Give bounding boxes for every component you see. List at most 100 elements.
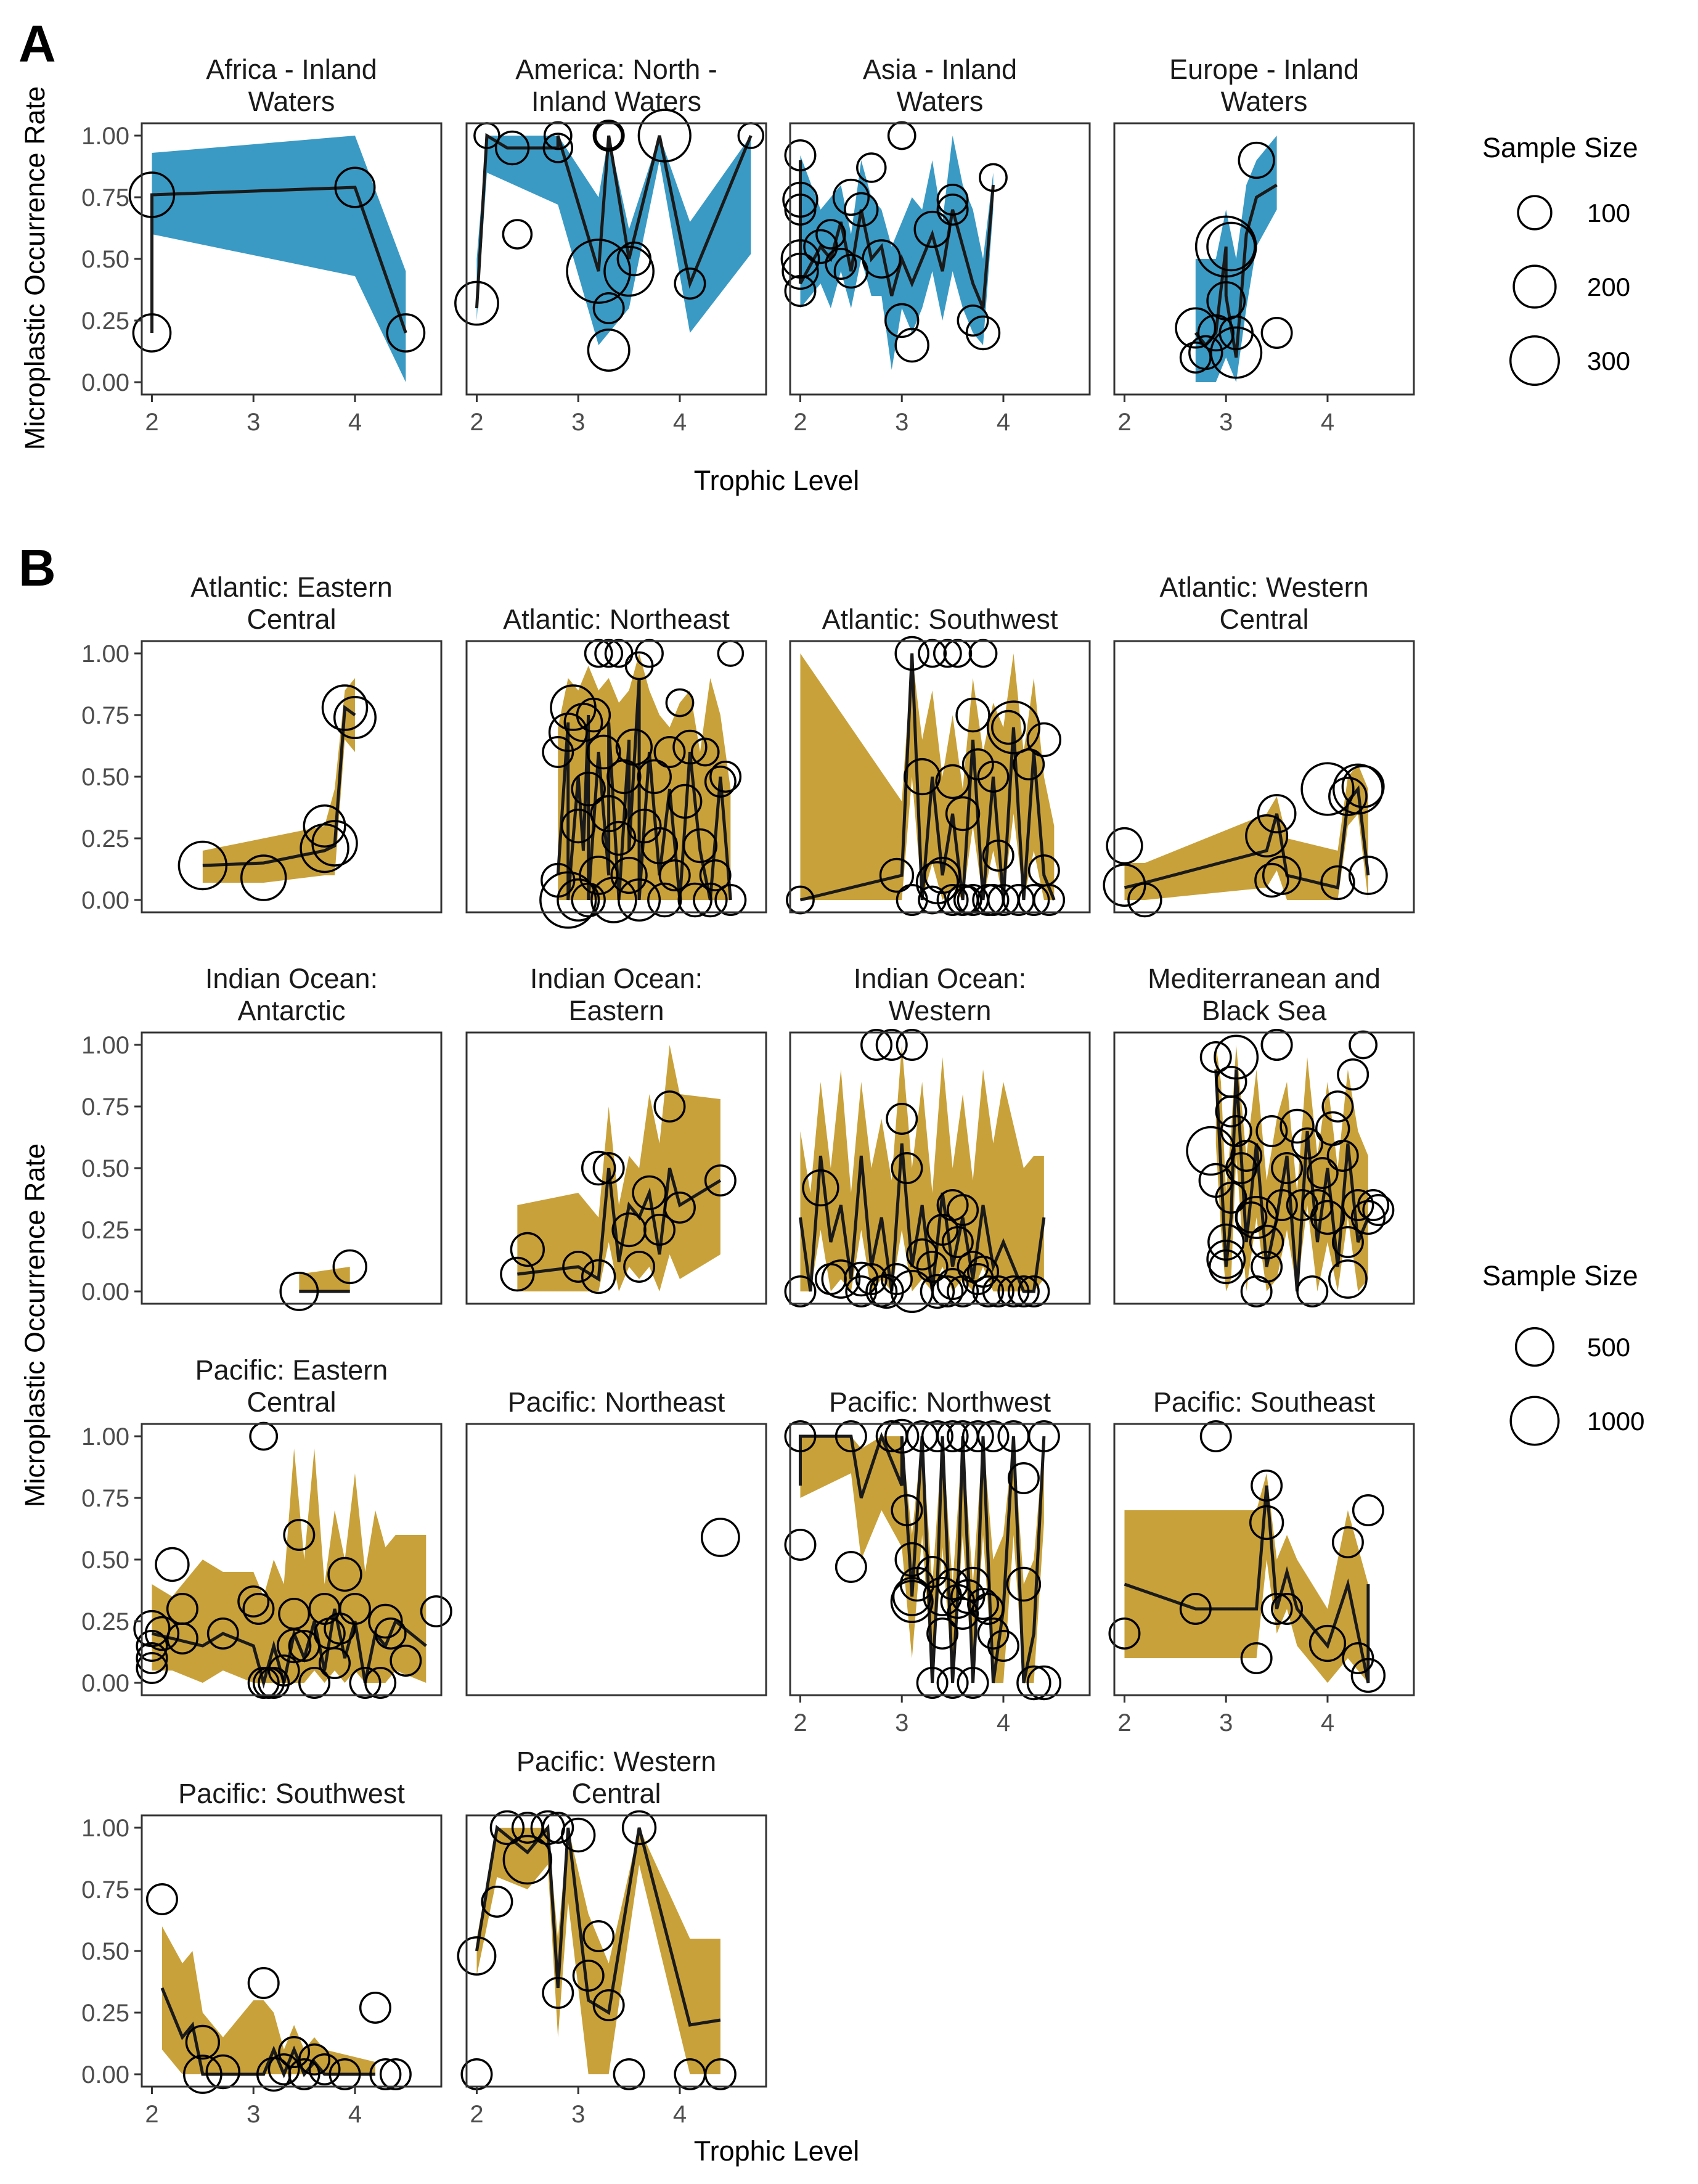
point-c1-p12-9 bbox=[298, 2043, 331, 2076]
ribbon-c1-p11 bbox=[1124, 1473, 1368, 1683]
point-c1-p3-7 bbox=[1300, 762, 1355, 816]
point-c1-p8-4 bbox=[144, 1616, 180, 1651]
point-c1-p1-16 bbox=[590, 877, 637, 923]
point-c1-p13-14 bbox=[621, 1810, 657, 1846]
point-c1-p11-7 bbox=[1271, 1593, 1304, 1625]
point-c1-p10-30 bbox=[977, 1618, 1010, 1650]
y-tick-c1-p8-4: 1.00 bbox=[81, 1423, 129, 1450]
legend-key-c0-1 bbox=[1512, 264, 1557, 309]
point-c1-p10-28 bbox=[972, 1593, 1005, 1625]
point-c1-p1-15 bbox=[590, 795, 627, 833]
point-c1-p1-34 bbox=[677, 882, 712, 918]
point-c1-p2-32 bbox=[1033, 884, 1066, 916]
point-c1-p8-25 bbox=[327, 1556, 362, 1592]
point-c1-p1-23 bbox=[618, 878, 661, 922]
panel-title-c0-p3-1: Waters bbox=[1221, 86, 1308, 117]
point-c1-p5-8 bbox=[632, 1175, 667, 1211]
panel-border-c1-p2 bbox=[789, 640, 1091, 914]
point-c1-p11-8 bbox=[1308, 1624, 1347, 1663]
y-tick-c1-p0-4: 1.00 bbox=[81, 640, 129, 668]
point-c1-p11-6 bbox=[1260, 1593, 1293, 1625]
panel-title-c0-p2-1: Waters bbox=[897, 86, 984, 117]
point-c1-p5-3 bbox=[581, 1259, 616, 1294]
point-c0-p1-10 bbox=[587, 328, 631, 372]
point-c1-p8-1 bbox=[136, 1630, 168, 1662]
point-c1-p6-16 bbox=[906, 1238, 939, 1270]
plot-layer: Africa - InlandWaters0.000.250.500.751.0… bbox=[81, 54, 1644, 2128]
point-c1-p3-8 bbox=[1320, 865, 1355, 901]
panel-title-c1-p12-0: Pacific: Southwest bbox=[178, 1778, 405, 1809]
point-c1-p5-0 bbox=[500, 1256, 535, 1292]
ribbon-c0-p2 bbox=[800, 136, 994, 370]
point-c1-p13-11 bbox=[582, 1920, 615, 1952]
point-c1-p1-37 bbox=[693, 882, 728, 918]
panel-c1-p6: Indian Ocean:Western bbox=[784, 963, 1091, 1314]
point-c0-p2-7 bbox=[815, 219, 846, 250]
panel-title-c0-p3-0: Europe - Inland bbox=[1169, 54, 1359, 85]
trend-line-c1-p2 bbox=[799, 653, 1056, 902]
point-c1-p13-12 bbox=[592, 1989, 625, 2021]
panel-border-c1-p7 bbox=[1113, 1031, 1415, 1305]
point-c1-p11-3 bbox=[1240, 1642, 1273, 1674]
legend-key-c0-2 bbox=[1509, 335, 1561, 386]
point-c1-p10-37 bbox=[1026, 1665, 1062, 1701]
x-tick-c0-p0-2: 4 bbox=[348, 409, 362, 436]
point-c1-p1-33 bbox=[672, 729, 708, 765]
point-c0-p0-2 bbox=[334, 166, 376, 208]
ribbon-c1-p5 bbox=[517, 1045, 720, 1291]
x-tick-c1-p13-0: 2 bbox=[470, 2101, 483, 2128]
point-c1-p12-10 bbox=[308, 2053, 341, 2085]
y-tick-c1-p4-0: 0.00 bbox=[81, 1278, 129, 1306]
point-c1-p1-41 bbox=[717, 640, 745, 667]
point-c1-p6-24 bbox=[947, 1194, 979, 1226]
panel-border-c1-p13 bbox=[465, 1814, 767, 2088]
point-c1-p5-9 bbox=[643, 1214, 676, 1246]
y-tick-c1-p0-1: 0.25 bbox=[81, 825, 129, 853]
point-c1-p6-12 bbox=[896, 1029, 928, 1061]
ylabel-b: Microplastic Occurrence Rate bbox=[19, 1143, 51, 1507]
point-c0-p1-2 bbox=[494, 130, 530, 166]
point-c1-p12-11 bbox=[329, 2058, 361, 2090]
point-c1-p8-17 bbox=[276, 1628, 312, 1664]
y-tick-c1-p4-3: 0.75 bbox=[81, 1094, 129, 1121]
point-c1-p3-2 bbox=[1127, 882, 1162, 918]
y-tick-c1-p12-0: 0.00 bbox=[81, 2061, 129, 2088]
point-c1-p10-16 bbox=[926, 1618, 959, 1650]
y-tick-c0-p0-3: 0.75 bbox=[81, 184, 129, 211]
trend-line-c1-p1 bbox=[556, 677, 732, 901]
point-c0-p2-11 bbox=[844, 192, 879, 227]
point-c1-p10-34 bbox=[1007, 1462, 1040, 1494]
ylabel-a: Microplastic Occurrence Rate bbox=[19, 86, 51, 450]
point-c1-p13-2 bbox=[481, 1886, 513, 1918]
point-c1-p7-16 bbox=[1251, 1251, 1283, 1283]
point-c1-p1-35 bbox=[682, 828, 718, 864]
point-c1-p1-27 bbox=[640, 827, 679, 865]
ribbon-c1-p12 bbox=[161, 1926, 375, 2074]
point-c1-p11-2 bbox=[1199, 1420, 1232, 1452]
point-c1-p3-0 bbox=[1106, 827, 1143, 865]
panel-title-c1-p13-0: Pacific: Western bbox=[516, 1746, 716, 1777]
point-c0-p0-1 bbox=[128, 171, 176, 218]
point-c1-p5-7 bbox=[623, 1251, 656, 1283]
x-tick-c1-p10-1: 3 bbox=[895, 1709, 908, 1736]
point-c1-p6-0 bbox=[784, 1275, 817, 1307]
point-c1-p0-0 bbox=[178, 840, 228, 891]
legend-title-b: Sample Size bbox=[1482, 1260, 1638, 1291]
point-c0-p0-3 bbox=[386, 313, 426, 353]
point-c1-p10-1 bbox=[784, 1420, 817, 1452]
point-c1-p7-35 bbox=[1337, 1058, 1369, 1090]
point-c1-p8-3 bbox=[136, 1652, 168, 1684]
point-c1-p1-6 bbox=[557, 878, 600, 922]
point-c0-p2-14 bbox=[887, 121, 916, 150]
point-c1-p8-19 bbox=[288, 1630, 320, 1662]
point-c1-p10-17 bbox=[936, 1420, 969, 1452]
y-tick-c1-p12-2: 0.50 bbox=[81, 1938, 129, 1965]
point-c1-p11-11 bbox=[1352, 1494, 1384, 1526]
point-c1-p10-5 bbox=[884, 1418, 920, 1454]
point-c0-p0-0 bbox=[132, 313, 172, 353]
y-tick-c1-p0-2: 0.50 bbox=[81, 764, 129, 791]
point-c1-p5-2 bbox=[562, 1251, 595, 1283]
point-c0-p2-8 bbox=[825, 248, 857, 280]
point-c1-p6-22 bbox=[936, 1268, 969, 1300]
